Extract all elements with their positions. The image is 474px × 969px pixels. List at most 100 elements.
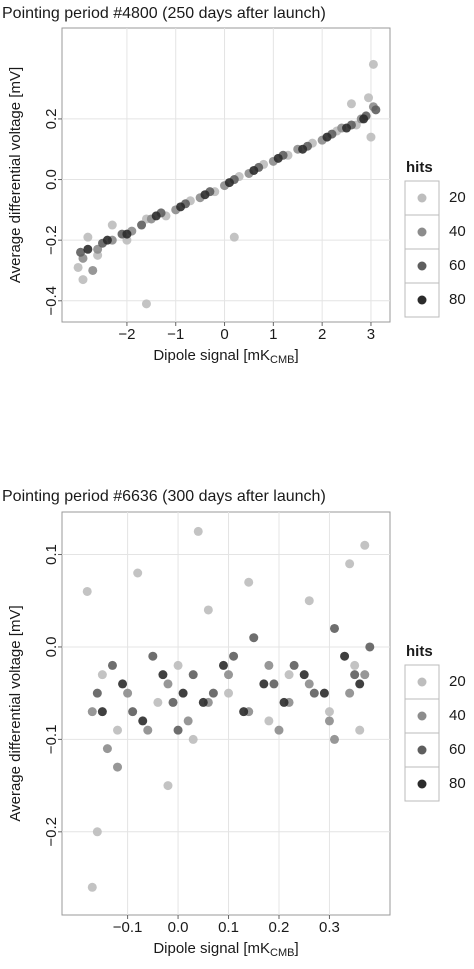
x-axis-label-text: Dipole signal [mK [153, 940, 270, 957]
point [298, 144, 308, 154]
legend-label: 60 [449, 257, 466, 274]
plot-area [61, 511, 391, 916]
x-axis-label: Dipole signal [mKCMB] [153, 347, 298, 366]
point [274, 725, 284, 735]
x-tick-label: 3 [367, 326, 375, 343]
point [324, 716, 334, 726]
point [355, 679, 365, 689]
point [92, 827, 102, 837]
legend-dot [417, 711, 427, 721]
point [264, 660, 274, 670]
x-tick-label: −1 [167, 326, 184, 343]
point [173, 660, 183, 670]
legend-title: hits [406, 643, 433, 660]
point [82, 586, 92, 596]
y-axis-label: Average differential voltage [mV] [7, 67, 24, 283]
x-axis-label-sub: CMB [270, 354, 294, 366]
point [259, 679, 269, 689]
point [151, 211, 161, 221]
legend-dot [417, 745, 427, 755]
point [128, 707, 138, 717]
point [138, 716, 148, 726]
x-tick-label: 0.0 [168, 919, 189, 936]
point [345, 688, 355, 698]
point [97, 707, 107, 717]
point [178, 688, 188, 698]
x-tick-label: −0.1 [113, 919, 143, 936]
point [324, 707, 334, 717]
x-axis-label-end: ] [295, 347, 299, 364]
point [371, 105, 381, 115]
legend-key [404, 766, 440, 802]
point [92, 688, 102, 698]
point [183, 716, 193, 726]
point [224, 670, 234, 680]
point [350, 660, 360, 670]
point [137, 220, 147, 230]
point [364, 93, 374, 103]
y-tick-label: −0.2 [43, 225, 60, 255]
point [73, 262, 83, 272]
point [122, 229, 132, 239]
y-tick-label: 0.0 [43, 637, 60, 658]
point [218, 660, 228, 670]
point [76, 247, 86, 257]
point [350, 670, 360, 680]
point [83, 232, 93, 242]
point [329, 734, 339, 744]
point [239, 707, 249, 717]
legend-label: 60 [449, 741, 466, 758]
point [360, 540, 370, 550]
legend-dot [417, 295, 427, 305]
legend-dot [417, 261, 427, 271]
point [322, 132, 332, 142]
plot-area [61, 27, 391, 323]
y-tick-label: 0.0 [43, 169, 60, 190]
point [163, 781, 173, 791]
point [200, 190, 210, 200]
point [97, 670, 107, 680]
legend-label: 20 [449, 189, 466, 206]
point [168, 697, 178, 707]
point [176, 202, 186, 212]
point [273, 153, 283, 163]
legend-label: 80 [449, 291, 466, 308]
point [93, 244, 103, 254]
y-tick-label: −0.2 [43, 817, 60, 847]
point [173, 725, 183, 735]
point [113, 762, 123, 772]
point [198, 697, 208, 707]
point [224, 178, 234, 188]
legend-dot [417, 227, 427, 237]
point [329, 623, 339, 633]
x-tick-label: 0.1 [218, 919, 239, 936]
legend-label: 20 [449, 673, 466, 690]
point [102, 744, 112, 754]
point [244, 577, 254, 587]
point [83, 244, 93, 254]
legend-dot [417, 193, 427, 203]
point [304, 679, 314, 689]
legend-label: 40 [449, 707, 466, 724]
legend-title: hits [406, 159, 433, 176]
point [193, 526, 203, 536]
point [133, 568, 143, 578]
point [365, 642, 375, 652]
chart-title: Pointing period #6636 (300 days after la… [2, 488, 326, 505]
x-tick-label: 0 [220, 326, 228, 343]
point [249, 633, 259, 643]
point [289, 660, 299, 670]
point [309, 688, 319, 698]
x-tick-label: 0.3 [319, 919, 340, 936]
legend-key [404, 214, 440, 250]
x-axis-label-text: Dipole signal [mK [153, 347, 270, 364]
point [158, 670, 168, 680]
point [78, 275, 88, 285]
chart-title: Pointing period #4800 (250 days after la… [2, 5, 326, 22]
point [87, 882, 97, 892]
point [264, 716, 274, 726]
point [299, 670, 309, 680]
x-tick-label: 1 [269, 326, 277, 343]
x-axis-label-sub: CMB [270, 947, 294, 959]
